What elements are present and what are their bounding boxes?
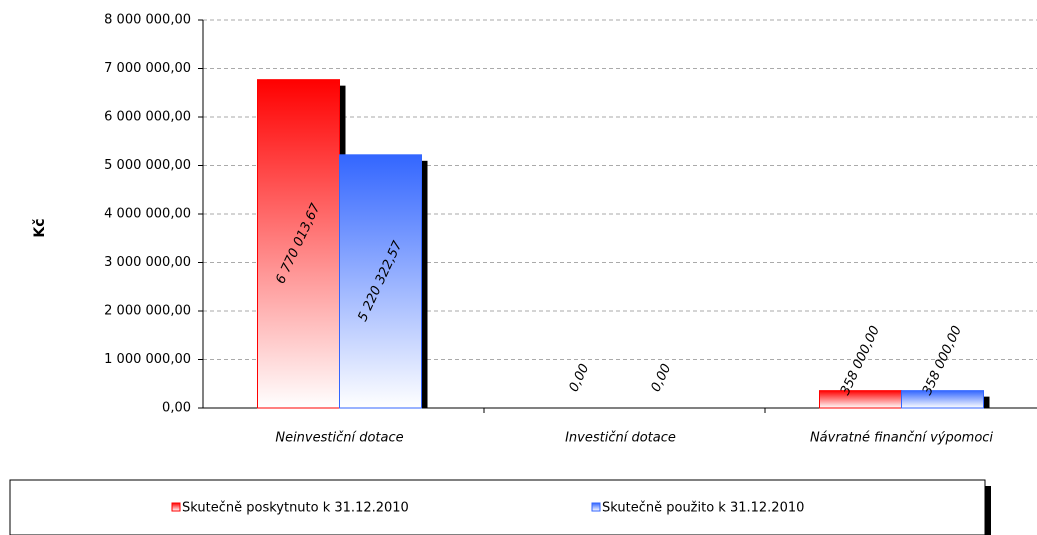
y-tick-label: 1 000 000,00 [104,352,191,367]
x-tick-label: Návratné finanční výpomoci [810,431,993,446]
data-label: 358 000,00 [838,324,883,398]
data-label: 0,00 [567,362,593,395]
data-label: 358 000,00 [920,324,965,398]
legend-swatch [171,502,181,512]
x-tick-label: Neinvestiční dotace [275,431,403,446]
legend-swatch [591,502,601,512]
y-tick-label: 0,00 [162,401,191,416]
y-tick-label: 5 000 000,00 [104,158,191,173]
legend-label: Skutečně poskytnuto k 31.12.2010 [182,501,409,516]
bar [339,154,422,409]
bar [257,79,340,409]
y-tick-label: 6 000 000,00 [104,110,191,125]
bar [901,390,984,409]
bar [819,390,902,409]
y-axis-label: Kč [32,218,48,237]
legend-label: Skutečně použito k 31.12.2010 [602,501,804,516]
x-tick-label: Investiční dotace [565,431,676,446]
data-label: 0,00 [649,362,675,395]
y-tick-label: 8 000 000,00 [104,13,191,28]
legend [9,479,986,535]
y-tick-label: 4 000 000,00 [104,207,191,222]
y-tick-label: 7 000 000,00 [104,61,191,76]
y-tick-label: 2 000 000,00 [104,304,191,319]
y-tick-label: 3 000 000,00 [104,255,191,270]
